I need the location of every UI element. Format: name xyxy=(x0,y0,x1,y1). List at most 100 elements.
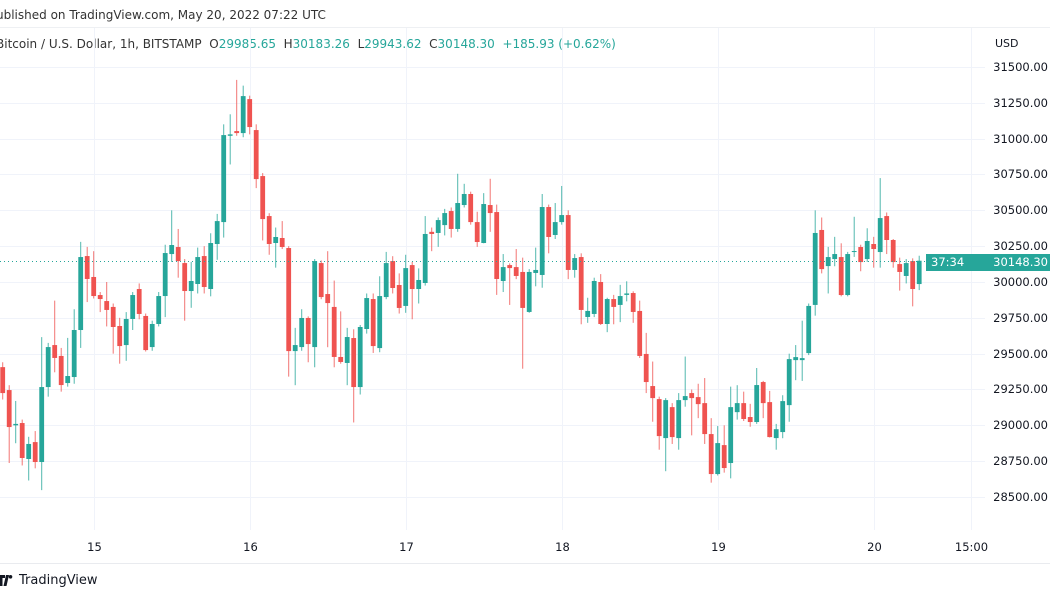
candle xyxy=(728,386,734,479)
candle xyxy=(318,260,324,300)
time-tick-label: 17 xyxy=(399,540,414,554)
candle xyxy=(260,173,266,241)
candle-body xyxy=(624,293,630,295)
candle-body xyxy=(279,237,285,248)
candle-body xyxy=(52,345,58,358)
candle xyxy=(773,423,779,450)
price-tick-label: 29250.00 xyxy=(993,381,1048,396)
candle xyxy=(266,213,272,255)
candle xyxy=(338,311,344,364)
candle-body xyxy=(58,355,64,386)
candle-body xyxy=(741,403,747,420)
candle-body xyxy=(45,347,51,388)
candle-body xyxy=(422,233,428,283)
candle xyxy=(364,293,370,334)
candle xyxy=(689,389,695,436)
close-label: C xyxy=(429,37,438,51)
candle xyxy=(396,273,402,314)
candle xyxy=(357,324,363,395)
candle xyxy=(162,244,168,318)
candle xyxy=(325,251,331,348)
time-tick-label: 15 xyxy=(87,540,102,554)
candle xyxy=(299,309,305,351)
candle xyxy=(851,216,857,257)
candle-body xyxy=(448,211,454,229)
candle xyxy=(247,95,253,135)
candle-body xyxy=(702,403,708,435)
candle xyxy=(390,256,396,294)
price-tick-label: 29750.00 xyxy=(993,310,1048,325)
candle-body xyxy=(721,445,727,469)
candle-body xyxy=(364,298,370,330)
candle-body xyxy=(747,417,753,423)
candle xyxy=(52,300,58,373)
candle-body xyxy=(656,399,662,437)
candle-body xyxy=(97,295,103,300)
candle xyxy=(507,263,513,305)
candle xyxy=(468,191,474,225)
candle-body xyxy=(507,265,513,269)
candle-body xyxy=(266,216,272,245)
candle-body xyxy=(760,382,766,404)
candle-body xyxy=(539,207,545,275)
candle-body xyxy=(286,248,292,352)
candle-body xyxy=(695,397,701,405)
candle-body xyxy=(26,443,32,460)
candle xyxy=(91,251,97,299)
candle xyxy=(591,277,597,318)
candle-body xyxy=(676,400,682,439)
candle-body xyxy=(344,337,350,363)
candle xyxy=(442,208,448,236)
candle-body xyxy=(19,423,25,459)
candle xyxy=(416,268,422,304)
candle-body xyxy=(884,216,890,240)
candle-body xyxy=(390,261,396,289)
price-tick-label: 30500.00 xyxy=(993,202,1048,217)
candle-body xyxy=(734,403,740,413)
candle-body xyxy=(247,99,253,128)
price-tick-label: 28500.00 xyxy=(993,489,1048,504)
candle xyxy=(520,257,526,369)
candle xyxy=(871,236,877,268)
candle-body xyxy=(637,310,643,356)
candle-body xyxy=(234,131,240,134)
candle xyxy=(858,244,864,272)
candle xyxy=(526,269,532,313)
candle xyxy=(13,400,19,444)
candle-body xyxy=(78,257,84,331)
candle-body xyxy=(526,271,532,312)
candle-body xyxy=(559,215,565,223)
footer-brand[interactable]: TradingView xyxy=(0,573,98,588)
candle xyxy=(110,303,116,354)
symbol-title: Bitcoin / U.S. Dollar, 1h, BITSTAMP xyxy=(0,37,202,51)
candle-body xyxy=(305,317,311,345)
candle xyxy=(227,114,233,165)
candle xyxy=(201,246,207,294)
price-tick-label: 31250.00 xyxy=(993,95,1048,110)
candle xyxy=(351,329,357,423)
candle-body xyxy=(338,356,344,362)
price-tick-label: 30750.00 xyxy=(993,166,1048,181)
candle-body xyxy=(351,338,357,388)
candle xyxy=(741,391,747,422)
candle xyxy=(546,204,552,254)
candle xyxy=(598,274,604,325)
price-tick-label: 28750.00 xyxy=(993,453,1048,468)
high-value: 30183.26 xyxy=(292,37,350,51)
candle-body xyxy=(357,327,363,388)
high-label: H xyxy=(283,37,293,51)
candle xyxy=(845,251,851,297)
candle-body xyxy=(91,276,97,297)
candle-body xyxy=(0,367,6,394)
candle xyxy=(565,210,571,280)
candle-body xyxy=(325,294,331,304)
candle-body xyxy=(715,443,721,475)
candle xyxy=(572,254,578,278)
candle xyxy=(910,258,916,307)
candle-body xyxy=(611,299,617,307)
candle-body xyxy=(546,207,552,237)
candle xyxy=(78,241,84,348)
candle-body xyxy=(429,231,435,234)
candle-body xyxy=(799,358,805,361)
